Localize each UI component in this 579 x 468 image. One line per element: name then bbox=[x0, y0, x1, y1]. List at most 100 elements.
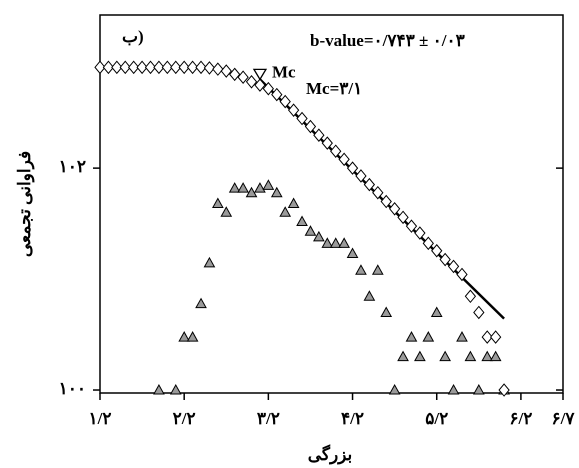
triangle-point bbox=[195, 297, 207, 309]
plot-frame bbox=[99, 14, 564, 394]
diamond-point bbox=[431, 243, 443, 258]
x-axis-label: بزرگی bbox=[308, 444, 353, 465]
triangle-point bbox=[380, 306, 393, 317]
triangle-point bbox=[287, 197, 300, 208]
diamond-point bbox=[372, 185, 384, 200]
diamond-point bbox=[153, 60, 165, 75]
diamond-point bbox=[304, 119, 317, 134]
diamond-point bbox=[296, 111, 308, 126]
triangle-point bbox=[414, 350, 426, 362]
triangle-point bbox=[279, 206, 292, 217]
triangle-point bbox=[397, 350, 409, 362]
diamond-point bbox=[473, 305, 485, 320]
diamond-point bbox=[388, 202, 401, 216]
diamond-point bbox=[237, 70, 249, 84]
diamond-point bbox=[186, 60, 199, 75]
diamond-point bbox=[490, 330, 502, 344]
diamond-point bbox=[355, 169, 367, 183]
y-tick-label: ۱۰۲ bbox=[59, 157, 86, 176]
diamond-point bbox=[262, 81, 275, 96]
mc-marker-label: Mc bbox=[272, 62, 296, 81]
triangle-point bbox=[439, 350, 451, 362]
diamond-point bbox=[338, 152, 350, 167]
diamond-point bbox=[102, 60, 115, 75]
diamond-point bbox=[271, 87, 283, 102]
diamond-point bbox=[212, 62, 224, 76]
diamond-point bbox=[144, 60, 157, 75]
triangle-point bbox=[321, 237, 334, 248]
diamond-point bbox=[481, 330, 493, 344]
diamond-point bbox=[321, 136, 333, 150]
triangle-point bbox=[371, 264, 384, 275]
x-tick-label: ۲/۲ bbox=[173, 409, 196, 428]
diamond-point bbox=[330, 144, 342, 159]
triangle-point bbox=[296, 215, 308, 227]
diamond-point bbox=[439, 252, 451, 267]
diamond-point bbox=[119, 60, 131, 75]
diamond-point bbox=[313, 128, 325, 142]
y-tick-label: ۱۰۰ bbox=[59, 379, 86, 398]
diamond-point bbox=[397, 210, 409, 225]
diamond-point bbox=[136, 60, 148, 75]
diamond-point bbox=[498, 383, 510, 397]
triangle-point bbox=[447, 383, 460, 395]
x-tick-label: ۶/۷ bbox=[552, 409, 576, 428]
triangle-point bbox=[304, 225, 317, 236]
triangle-point bbox=[355, 264, 367, 275]
triangle-point bbox=[237, 182, 249, 193]
triangle-point bbox=[228, 182, 241, 193]
diamond-point bbox=[363, 177, 376, 192]
fit-line bbox=[259, 78, 505, 320]
x-tick-label: ۵/۲ bbox=[425, 409, 448, 428]
triangle-point bbox=[270, 186, 283, 198]
triangle-point bbox=[430, 306, 443, 317]
triangle-point bbox=[489, 350, 502, 362]
diamond-point bbox=[229, 67, 241, 82]
triangle-point bbox=[388, 383, 401, 395]
triangle-point bbox=[464, 350, 477, 362]
diamond-point bbox=[380, 194, 392, 209]
triangle-point bbox=[346, 247, 359, 259]
diamond-point bbox=[254, 78, 266, 92]
b-value-annotation: b-value=۰/۷۴۳ ± ۰/۰۳ bbox=[310, 31, 465, 50]
diamond-point bbox=[456, 267, 468, 282]
diamond-point bbox=[161, 60, 173, 75]
triangle-point bbox=[153, 383, 165, 395]
triangle-point bbox=[472, 383, 485, 395]
diamond-point bbox=[220, 64, 232, 78]
x-tick-label: ۳/۲ bbox=[257, 409, 280, 428]
diamond-point bbox=[422, 236, 434, 251]
triangle-point bbox=[262, 179, 275, 190]
diamond-point bbox=[464, 289, 477, 304]
triangle-point bbox=[220, 206, 233, 217]
diamond-point bbox=[346, 161, 359, 175]
triangle-point bbox=[245, 186, 258, 198]
x-tick-label: ۶/۲ bbox=[509, 409, 532, 428]
mc-annotation: Mc=۳/۱ bbox=[306, 79, 362, 98]
triangle-point bbox=[481, 350, 494, 362]
diamond-point bbox=[128, 60, 140, 75]
triangle-point bbox=[254, 182, 266, 193]
mc-marker bbox=[252, 68, 268, 81]
diamond-point bbox=[178, 60, 190, 75]
diamond-point bbox=[195, 60, 207, 75]
diamond-point bbox=[287, 103, 300, 117]
triangle-point bbox=[363, 290, 376, 301]
triangle-point bbox=[329, 237, 342, 248]
diamond-point bbox=[94, 60, 106, 75]
x-tick-label: ۱/۲ bbox=[89, 409, 112, 428]
diamond-point bbox=[405, 219, 418, 233]
diamond-point bbox=[279, 94, 291, 109]
triangle-point bbox=[313, 230, 325, 242]
diamond-point bbox=[245, 75, 258, 89]
triangle-point bbox=[422, 331, 435, 342]
x-tick-label: ۴/۲ bbox=[341, 409, 364, 428]
diamond-point bbox=[170, 60, 182, 75]
triangle-point bbox=[203, 256, 216, 268]
diamond-point bbox=[111, 60, 123, 75]
triangle-point bbox=[186, 331, 199, 342]
triangle-point bbox=[405, 331, 418, 342]
diamond-point bbox=[414, 226, 426, 240]
diamond-point bbox=[447, 259, 460, 274]
